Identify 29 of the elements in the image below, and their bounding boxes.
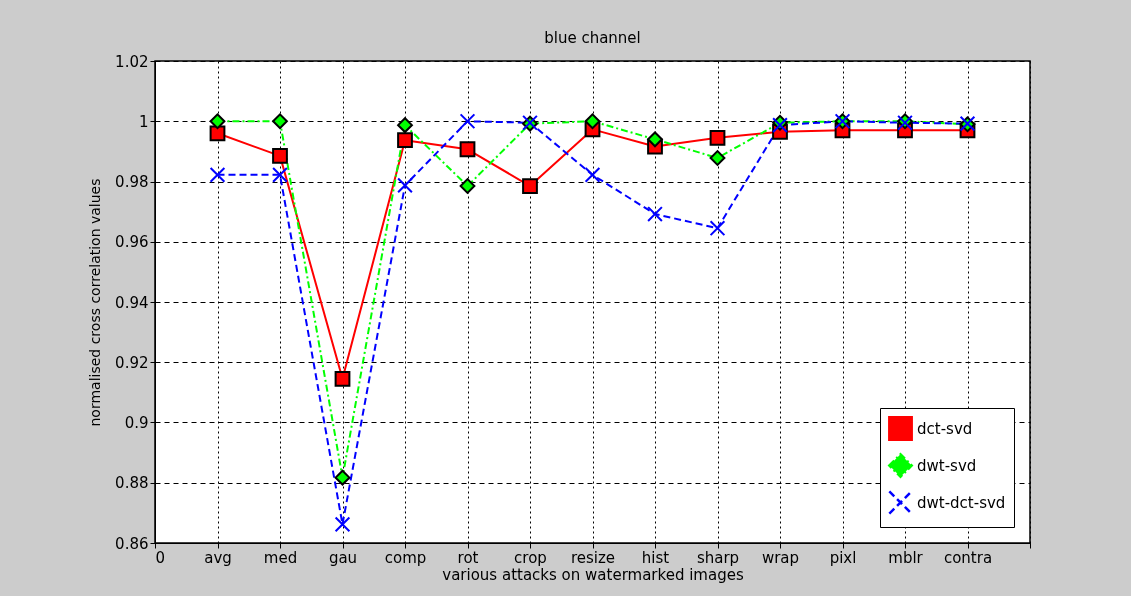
x-tick-label: comp <box>384 548 427 567</box>
x-tick-label: pixl <box>829 548 857 567</box>
y-tick-label: 1 <box>138 112 149 131</box>
x-tick-label: wrap <box>761 548 800 567</box>
y-tick-label: 0.86 <box>115 534 149 553</box>
x-tick-label: avg <box>204 548 232 567</box>
x-tick-label: hist <box>641 548 670 567</box>
x-tick-label: sharp <box>696 548 740 567</box>
legend-label: dwt-dct-svd <box>917 493 1006 512</box>
chart-title: blue channel <box>544 29 641 47</box>
x-tick-label: contra <box>943 548 993 567</box>
x-tick-label: mblr <box>888 548 924 567</box>
y-tick-label: 0.9 <box>124 414 149 432</box>
x-tick-label: crop <box>514 548 547 567</box>
y-tick-label: 0.92 <box>115 353 149 372</box>
y-tick-label: 0.98 <box>115 173 149 191</box>
x-tick-label: resize <box>570 548 616 567</box>
y-axis-title: normalised cross correlation values <box>87 178 104 427</box>
x-tick-label: rot <box>457 548 479 567</box>
y-tick-label: 1.02 <box>115 52 149 71</box>
y-tick-label: 0.94 <box>115 293 149 312</box>
x-tick-label: 0 <box>155 548 166 567</box>
legend-label: dwt-svd <box>917 456 977 475</box>
x-tick-label: gau <box>328 548 358 567</box>
y-tick-label: 0.88 <box>115 474 149 493</box>
x-tick-label: med <box>263 548 298 567</box>
x-axis-title: various attacks on watermarked images <box>442 565 744 584</box>
legend-label: dct-svd <box>917 419 973 438</box>
y-tick-label: 0.96 <box>115 233 149 252</box>
